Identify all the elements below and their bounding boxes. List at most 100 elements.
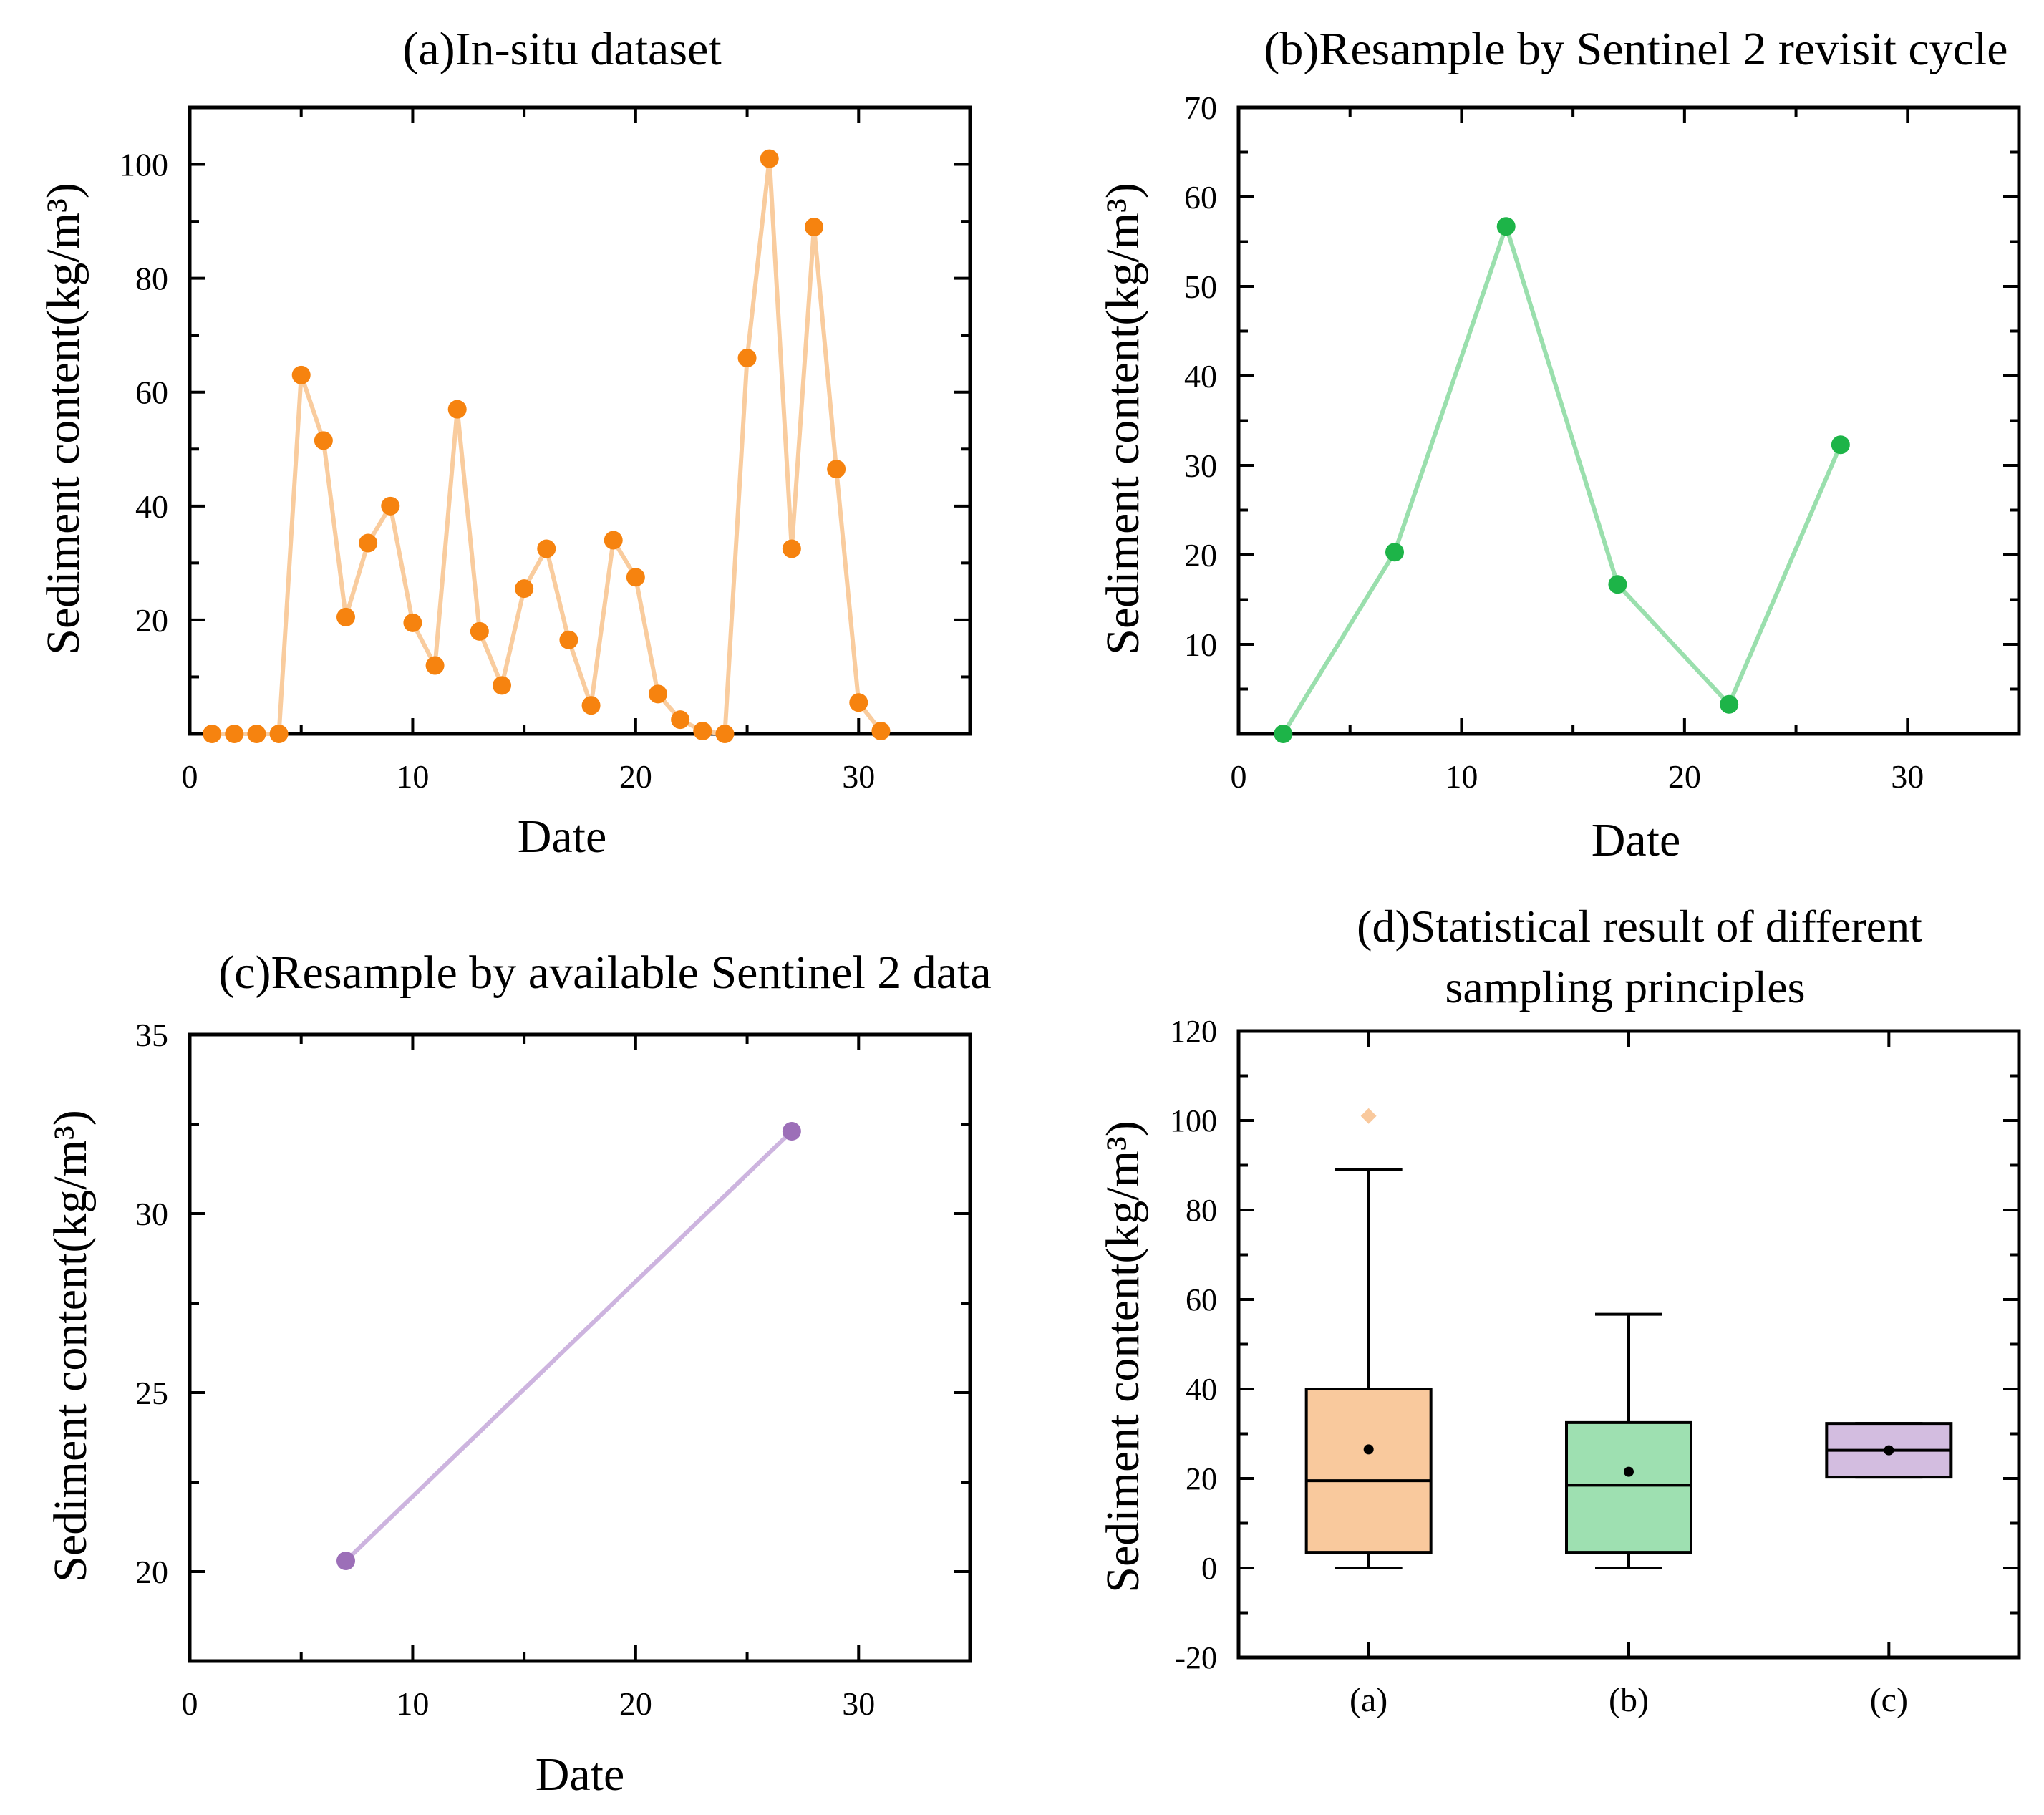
panel-d-category-label: (a) (1350, 1681, 1387, 1719)
panel-d-y-axis-label: Sediment content(kg/m³) (1097, 1121, 1149, 1592)
panel-d-y-tick-label: 40 (1186, 1372, 1217, 1407)
panel-a-data-point (314, 431, 333, 450)
panel-d-statistics: (d)Statistical result of different sampl… (1097, 901, 2021, 1719)
panel-c-x-tick-label: 0 (182, 1685, 198, 1722)
panel-c-available-data: (c)Resample by available Sentinel 2 data… (44, 947, 992, 1801)
panel-a-data-point (871, 722, 891, 741)
panel-a-data-point (782, 539, 801, 558)
panel-b-data-point (1496, 217, 1516, 236)
panel-a-data-point (537, 539, 556, 558)
panel-a-y-tick-label: 20 (135, 602, 168, 639)
panel-a-data-point (849, 693, 868, 712)
panel-b-data-point (1720, 694, 1739, 714)
panel-b-y-tick-label: 70 (1184, 89, 1217, 126)
panel-d-y-tick-label: 80 (1186, 1193, 1217, 1228)
panel-a-data-point (559, 630, 578, 649)
panel-c-data-point (782, 1122, 801, 1141)
panel-a-data-point (805, 218, 823, 237)
panel-c-series-line (344, 1129, 793, 1563)
panel-a-y-tick-label: 80 (135, 261, 168, 297)
panel-c-y-axis-label: Sediment content(kg/m³) (44, 1110, 97, 1582)
panel-d-box-a-outlier-marker (1360, 1108, 1377, 1124)
panel-b-x-tick-label: 30 (1891, 758, 1924, 795)
panel-d-y-tick-label: 100 (1170, 1103, 1217, 1138)
panel-a-data-point (827, 460, 846, 479)
panel-b-y-tick-label: 50 (1184, 268, 1217, 305)
panel-a-data-point (649, 684, 667, 704)
panel-a-data-point (447, 400, 467, 419)
panel-a-y-tick-label: 100 (119, 147, 168, 183)
panel-c-x-tick-label: 30 (842, 1685, 875, 1722)
panel-d-title-line-1: (d)Statistical result of different (1357, 901, 1922, 952)
panel-a-data-point (225, 725, 244, 743)
panel-a-y-tick-label: 60 (135, 374, 168, 411)
panel-d-box-c-mean-dot (1884, 1445, 1894, 1456)
panel-c-data-point (336, 1552, 355, 1570)
panel-b-x-tick-label: 20 (1668, 758, 1701, 795)
panel-a-data-point (626, 568, 645, 587)
panel-d-y-tick-label: 120 (1170, 1014, 1217, 1049)
panel-a-x-tick-label: 20 (619, 758, 652, 795)
panel-a-data-point (470, 621, 489, 641)
panel-a-data-point (737, 349, 757, 367)
panel-a-data-point (425, 656, 445, 675)
panel-a-y-axis-label: Sediment content(kg/m³) (37, 183, 89, 654)
panel-d-y-tick-label: 60 (1186, 1282, 1217, 1317)
panel-b-title: (b)Resample by Sentinel 2 revisit cycle (1264, 23, 2007, 75)
panel-c-title: (c)Resample by available Sentinel 2 data (218, 947, 991, 999)
panel-b-series-line (1281, 224, 1843, 735)
panel-c-y-tick-label: 30 (135, 1196, 168, 1232)
panel-a-data-point (203, 725, 222, 743)
panel-a-data-point (581, 696, 601, 715)
panel-b-x-tick-label: 10 (1445, 758, 1478, 795)
panel-d-box-a-iqr-rect (1304, 1388, 1433, 1554)
panel-c-y-tick-label: 35 (135, 1017, 168, 1053)
panel-a-data-point (715, 725, 735, 743)
panel-a-plot-frame (188, 105, 972, 736)
panel-b-y-tick-label: 60 (1184, 179, 1217, 216)
panel-c-y-tick-label: 20 (135, 1554, 168, 1590)
panel-a-x-axis-label: Date (518, 810, 607, 863)
panel-d-y-tick-label: 20 (1186, 1461, 1217, 1496)
panel-a-data-point (671, 710, 690, 730)
panel-d-category-label: (b) (1609, 1681, 1649, 1719)
panel-b-y-tick-label: 20 (1184, 537, 1217, 573)
panel-b-y-tick-label: 10 (1184, 626, 1217, 663)
panel-a-in-situ: (a)In-situ dataset 0 10 20 30 20 40 60 80 100 Da… (37, 23, 972, 863)
panel-a-data-point (693, 722, 712, 741)
panel-c-plot-frame (188, 1032, 972, 1663)
panel-a-data-point (515, 579, 534, 599)
panel-d-box-b-iqr-rect (1565, 1420, 1692, 1554)
panel-a-data-point (760, 149, 779, 168)
panel-a-x-tick-label: 0 (182, 758, 198, 795)
panel-a-data-point (381, 496, 400, 516)
panel-c-x-axis-label: Date (536, 1748, 625, 1801)
panel-d-category-label: (c) (1870, 1681, 1908, 1719)
panel-b-y-tick-label: 30 (1184, 447, 1217, 484)
panel-a-data-point (291, 365, 311, 384)
panel-a-data-point (493, 676, 511, 695)
panel-a-data-point (359, 533, 378, 553)
panel-a-data-point (269, 725, 289, 743)
panel-b-data-point (1385, 543, 1404, 562)
panel-b-x-tick-label: 0 (1231, 758, 1247, 795)
panel-b-data-point (1831, 435, 1850, 455)
panel-b-y-axis-label: Sediment content(kg/m³) (1097, 183, 1149, 654)
panel-a-y-tick-label: 40 (135, 488, 168, 525)
panel-b-data-point (1274, 725, 1293, 743)
panel-a-data-point (403, 613, 422, 632)
panel-a-x-tick-label: 10 (396, 758, 429, 795)
panel-c-x-tick-label: 20 (619, 1685, 652, 1722)
panel-a-data-point (247, 725, 266, 743)
panel-d-box-b-mean-dot (1624, 1466, 1634, 1477)
panel-d-y-tick-label: -20 (1175, 1640, 1217, 1675)
panel-b-revisit-cycle: (b)Resample by Sentinel 2 revisit cycle … (1097, 23, 2021, 866)
panel-d-title-line-2: sampling principles (1445, 962, 1805, 1012)
panel-a-x-tick-label: 30 (842, 758, 875, 795)
panel-b-y-tick-label: 40 (1184, 358, 1217, 395)
panel-c-y-tick-label: 25 (135, 1375, 168, 1411)
panel-b-x-axis-label: Date (1592, 814, 1681, 866)
panel-a-title: (a)In-situ dataset (402, 23, 721, 75)
